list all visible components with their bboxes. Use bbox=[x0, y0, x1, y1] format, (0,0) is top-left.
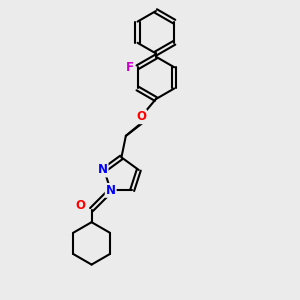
Text: F: F bbox=[126, 61, 134, 74]
Text: N: N bbox=[98, 164, 108, 176]
Text: O: O bbox=[75, 199, 85, 212]
Text: N: N bbox=[106, 184, 116, 197]
Text: O: O bbox=[136, 110, 146, 123]
